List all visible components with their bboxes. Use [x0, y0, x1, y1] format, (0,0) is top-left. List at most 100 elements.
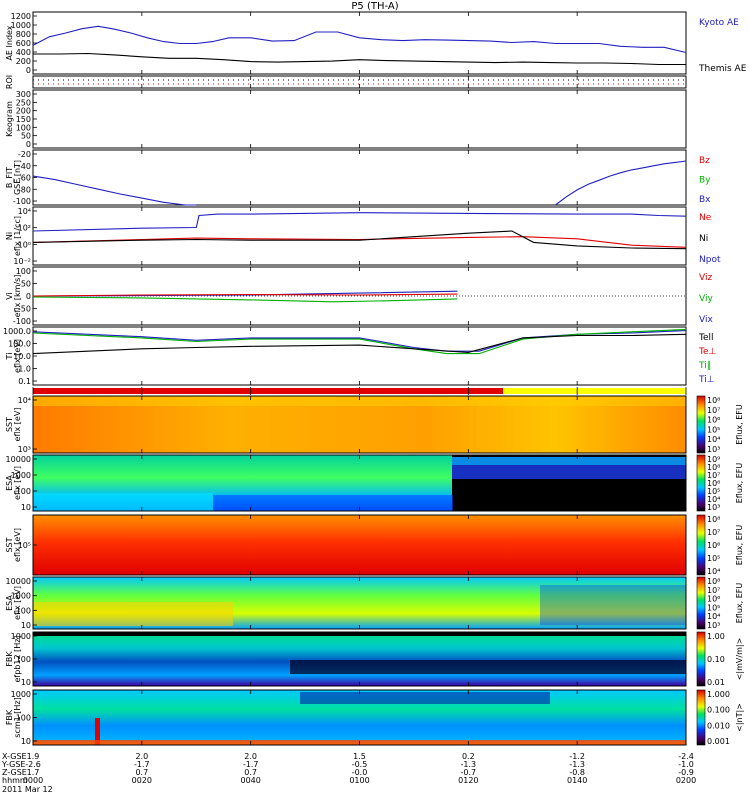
vi-ytick-label: -50	[18, 305, 31, 314]
esa2-colorbar-tick: 10⁶	[707, 595, 720, 604]
time-tick-label: 0000	[23, 776, 43, 785]
ephem-value: 0.7	[135, 768, 148, 777]
vi-ytick-label: 0	[26, 292, 31, 301]
fbk2-colorbar-tick: 0.100	[707, 706, 730, 715]
keogram-ylabel: Keogram	[5, 101, 14, 137]
keogram-ytick-label: 300	[16, 90, 31, 99]
fbk1-image	[33, 632, 686, 686]
sst2-colorbar-label: Eflux, EFU	[735, 525, 744, 566]
esa2-colorbar-tick: 10⁵	[707, 603, 720, 612]
ti-ytick-label: 0.1	[18, 377, 31, 386]
time-tick-label: 0020	[132, 776, 152, 785]
ephem-value: -1.7	[243, 760, 259, 769]
esa2-ytick-label: 1000	[11, 592, 31, 601]
esa2-colorbar-label: Eflux, EFU	[735, 583, 744, 624]
sst1-colorbar-label: Eflux, EFU	[735, 404, 744, 445]
legend-vi-Viy: Viy	[699, 294, 713, 304]
ae-ytick-label: 400	[16, 48, 31, 57]
vi-ytick-label: 100	[16, 267, 31, 276]
esa1-colorbar-tick: 10³	[707, 503, 720, 512]
series-ni-Ni	[32, 230, 687, 250]
fbk1-ytick-label: 10	[21, 678, 31, 687]
ni-ytick-label: 10⁰	[18, 240, 31, 249]
time-tick-label: 0040	[240, 776, 260, 785]
ni-ytick-label: 10⁻²	[13, 257, 31, 266]
legend-ni-Npot: Npot	[699, 255, 721, 265]
sst1-ytick-label: 10³	[18, 445, 31, 454]
keogram-ytick-label: 150	[16, 115, 31, 124]
ephem-value: 1.5	[353, 752, 366, 761]
esa2-colorbar-tick: 10⁸	[707, 577, 720, 586]
keogram-ytick-label: 200	[16, 107, 31, 116]
ephem-row-label: Y-GSE	[1, 760, 25, 769]
plot-title: P5 (TH-A)	[351, 1, 398, 12]
fbk1-ytick-label: 1000	[11, 632, 31, 641]
time-tick-label: 0140	[567, 776, 587, 785]
fbk1-ylabel: FBK	[5, 651, 14, 667]
ae-ytick-label: 600	[16, 39, 31, 48]
time-tick-label: 0120	[458, 776, 478, 785]
vi-ylabel: Vi	[5, 292, 14, 300]
legends: Kyoto AE Themis AE Bz By Bx Ne Ni Npot Viz Viy Vix…	[698, 18, 747, 385]
ephem-value: -1.3	[461, 760, 477, 769]
vi-ytick-label: 50	[21, 280, 31, 289]
sst1-colorbar-tick: 10⁵	[707, 425, 720, 434]
fbk1-colorbar	[696, 631, 706, 687]
esa2-ytick-label: 10	[21, 621, 31, 630]
fbk1-ysublabel: efpb12 [Hz]	[13, 635, 22, 682]
legend-ae-Themis AE: Themis AE	[698, 64, 747, 74]
ephem-row-label: Z-GSE	[2, 768, 27, 777]
esa2-colorbar	[696, 576, 706, 630]
esa1-ylabel: ESA	[5, 475, 14, 491]
bfit-ytick-label: -100	[13, 197, 31, 206]
series-ae-Themis AE	[33, 52, 686, 66]
ae-ytick-label: 1200	[11, 12, 31, 21]
fbk2-colorbar-tick: 1.000	[707, 690, 730, 699]
ephem-value: -0.0	[352, 768, 368, 777]
ephem-row-label: hhmm	[2, 776, 28, 785]
ni-frame	[32, 206, 687, 266]
sst1-colorbar-tick: 10⁷	[707, 406, 720, 415]
ti-ytick-label: 1000.0	[3, 327, 31, 336]
series-bfit-Bx-late	[555, 160, 687, 206]
ti-ytick-label: 1.0	[18, 365, 31, 374]
sst2-colorbar-tick: 10⁴	[707, 567, 720, 576]
sst1-colorbar	[696, 395, 706, 454]
ephem-value: 1.9	[27, 752, 40, 761]
time-tick-label: 0100	[349, 776, 369, 785]
sst1-ylabel: SST	[5, 417, 14, 432]
fbk2-ytick-label: 100	[16, 714, 31, 723]
fbk2-colorbar-label: <|nT|>	[735, 703, 744, 732]
ephem-value: 0.7	[244, 768, 257, 777]
bfit-ylabel: B_FIT	[5, 167, 14, 188]
ephem-value: -0.8	[569, 768, 585, 777]
series-ae-Kyoto AE	[32, 25, 687, 54]
sst2-colorbar-tick: 10⁷	[707, 528, 720, 537]
legend-ti-Tell: Tell	[698, 333, 714, 343]
fbk2-colorbar-tick: 0.001	[707, 737, 730, 746]
ni-ylabel: Ni	[5, 232, 14, 240]
fbk2-ylabel: FBK	[5, 709, 14, 725]
esa1-colorbar-label: Eflux, EFU	[735, 463, 744, 504]
sst2-colorbar	[696, 514, 706, 576]
ephem-value: -2.6	[25, 760, 41, 769]
time-tick-label: 0200	[676, 776, 696, 785]
ti-ytick-label: 10.0	[13, 352, 31, 361]
tick-labels: 120010008006004002000300250200150100500-…	[3, 12, 31, 746]
fbk2-ytick-label: 10	[21, 737, 31, 746]
esa1-colorbar-tick: 10⁶	[707, 479, 720, 488]
sst1-ytick-label: 10⁴	[18, 396, 31, 405]
ephem-value: 2.0	[244, 752, 257, 761]
bfit-ytick-label: -40	[18, 162, 31, 171]
sst1-ysublabel: eflx [eV]	[13, 408, 22, 442]
fbk1-colorbar-label: <|mV/m|>	[735, 638, 744, 681]
bfit-frame	[32, 149, 687, 206]
esa1-ytick-label: 100	[16, 487, 31, 496]
legend-ti-Te⊥: Te⊥	[698, 347, 717, 357]
ti-ysublabel: eflx [eV]	[13, 339, 22, 373]
esa1-colorbar-tick: 10⁴	[707, 495, 720, 504]
ephem-value: -0.9	[678, 768, 694, 777]
ni-ytick-label: 10²	[18, 224, 31, 233]
ephem-row-label: 2011 Mar 12	[2, 785, 53, 794]
